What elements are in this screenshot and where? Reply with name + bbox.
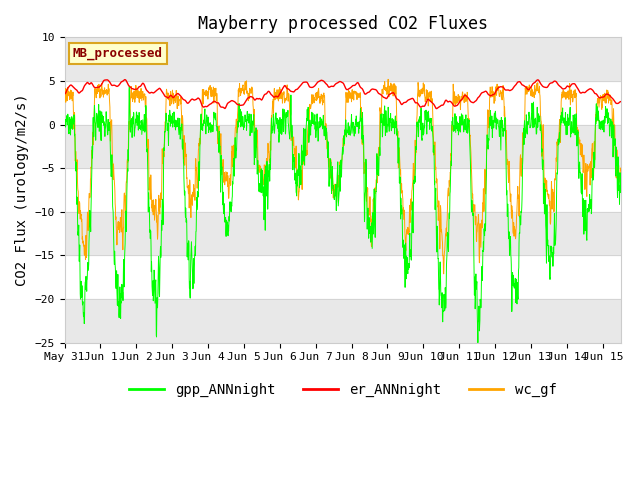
Bar — [65, 37, 621, 81]
Text: MB_processed: MB_processed — [73, 47, 163, 60]
Title: Mayberry processed CO2 Fluxes: Mayberry processed CO2 Fluxes — [198, 15, 488, 33]
Legend: gpp_ANNnight, er_ANNnight, wc_gf: gpp_ANNnight, er_ANNnight, wc_gf — [124, 378, 562, 403]
Bar — [65, 212, 621, 255]
Y-axis label: CO2 Flux (urology/m2/s): CO2 Flux (urology/m2/s) — [15, 94, 29, 286]
Bar — [65, 299, 621, 343]
Bar — [65, 125, 621, 168]
